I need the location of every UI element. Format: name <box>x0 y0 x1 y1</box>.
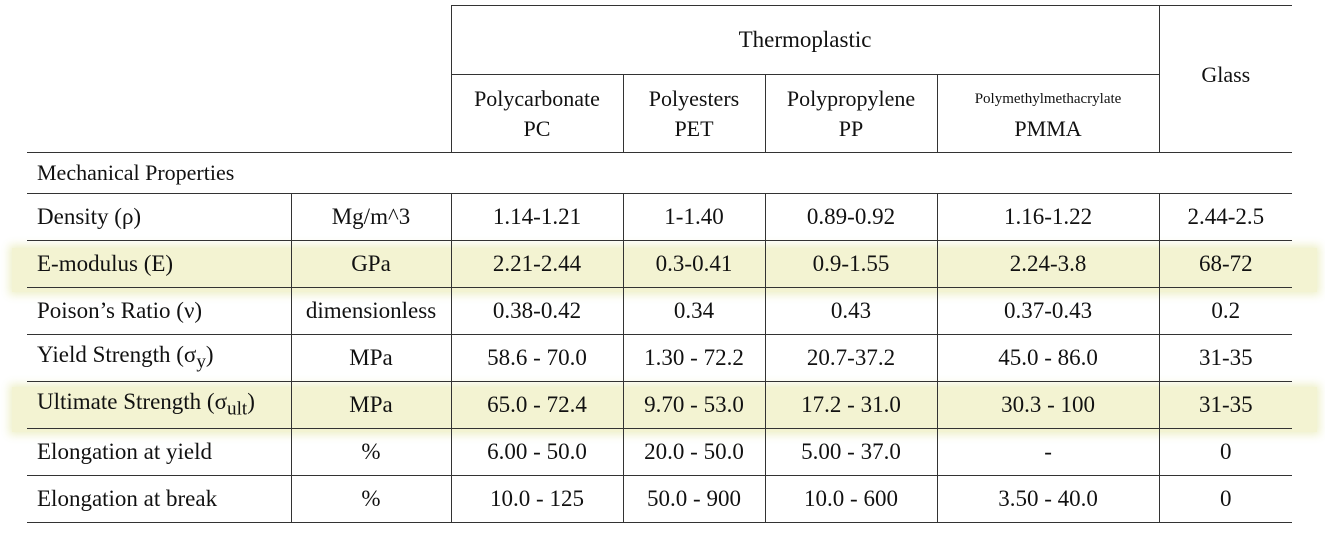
table-row: E-modulus (E) GPa 2.21-2.44 0.3-0.41 0.9… <box>27 240 1293 288</box>
property-close: ) <box>205 342 214 368</box>
property-subscript: ult <box>226 398 248 420</box>
material-header-pet: Polyesters PET <box>622 74 765 153</box>
material-abbr: PET <box>674 115 714 141</box>
material-name: Polypropylene <box>786 85 916 111</box>
value-cell: 17.2 - 31.0 <box>764 381 937 429</box>
value-cell: 2.21-2.44 <box>450 240 623 288</box>
table-row: Elongation at break % 10.0 - 125 50.0 - … <box>27 475 1293 523</box>
property-label: Poison’s Ratio (ν) <box>27 287 291 335</box>
material-header-pp: Polypropylene PP <box>764 74 937 153</box>
property-text: Yield Strength (σ <box>37 342 197 368</box>
value-cell: 58.6 - 70.0 <box>450 334 623 382</box>
value-cell: 5.00 - 37.0 <box>764 428 937 476</box>
value-cell: 31-35 <box>1158 334 1293 382</box>
value-cell: 6.00 - 50.0 <box>450 428 623 476</box>
header-corner-unit <box>291 6 451 75</box>
value-cell: 0.38-0.42 <box>450 287 623 335</box>
value-cell: 1.14-1.21 <box>450 193 623 241</box>
value-cell: 65.0 - 72.4 <box>450 381 623 429</box>
material-abbr: PC <box>523 115 551 141</box>
value-cell: 0.37-0.43 <box>936 287 1160 335</box>
material-abbr: PMMA <box>1014 115 1082 141</box>
value-cell: 0 <box>1158 428 1293 476</box>
value-cell: 45.0 - 86.0 <box>936 334 1160 382</box>
section-title: Mechanical Properties <box>27 152 1293 194</box>
header-blank-unit <box>291 74 451 153</box>
table-row: Ultimate Strength (σult) MPa 65.0 - 72.4… <box>27 381 1293 429</box>
value-cell: 0 <box>1158 475 1293 523</box>
header-corner <box>27 6 291 75</box>
table-row: Yield Strength (σy) MPa 58.6 - 70.0 1.30… <box>27 334 1293 382</box>
value-cell: - <box>936 428 1160 476</box>
material-header-pmma: Polymethylmethacrylate PMMA <box>936 74 1160 153</box>
unit-cell: % <box>290 475 451 523</box>
value-cell: 0.43 <box>764 287 937 335</box>
value-cell: 50.0 - 900 <box>622 475 765 523</box>
value-cell: 0.2 <box>1158 287 1293 335</box>
unit-cell: dimensionless <box>290 287 451 335</box>
table-row: Density (ρ) Mg/m^3 1.14-1.21 1-1.40 0.89… <box>27 193 1293 241</box>
header-blank <box>27 74 291 153</box>
value-cell: 0.3-0.41 <box>622 240 765 288</box>
property-label: E-modulus (E) <box>27 240 291 288</box>
value-cell: 2.24-3.8 <box>936 240 1160 288</box>
material-name: Polyesters <box>648 85 740 111</box>
value-cell: 68-72 <box>1158 240 1293 288</box>
value-cell: 1.16-1.22 <box>936 193 1160 241</box>
unit-cell: GPa <box>290 240 451 288</box>
value-cell: 20.7-37.2 <box>764 334 937 382</box>
unit-cell: MPa <box>290 381 451 429</box>
glass-header: Glass <box>1158 5 1293 153</box>
property-label: Elongation at break <box>27 475 291 523</box>
value-cell: 10.0 - 600 <box>764 475 937 523</box>
material-abbr: PP <box>838 115 864 141</box>
property-label: Elongation at yield <box>27 428 291 476</box>
value-cell: 20.0 - 50.0 <box>622 428 765 476</box>
value-cell: 0.34 <box>622 287 765 335</box>
value-cell: 2.44-2.5 <box>1158 193 1293 241</box>
value-cell: 30.3 - 100 <box>936 381 1160 429</box>
property-label: Density (ρ) <box>27 193 291 241</box>
value-cell: 0.9-1.55 <box>764 240 937 288</box>
value-cell: 3.50 - 40.0 <box>936 475 1160 523</box>
unit-cell: % <box>290 428 451 476</box>
material-header-pc: Polycarbonate PC <box>450 74 623 153</box>
property-label: Yield Strength (σy) <box>27 334 291 382</box>
value-cell: 31-35 <box>1158 381 1293 429</box>
table-row: Poison’s Ratio (ν) dimensionless 0.38-0.… <box>27 287 1293 335</box>
property-label: Ultimate Strength (σult) <box>27 381 291 429</box>
material-name: Polymethylmethacrylate <box>974 90 1122 107</box>
property-close: ) <box>247 389 255 415</box>
value-cell: 1.30 - 72.2 <box>622 334 765 382</box>
value-cell: 1-1.40 <box>622 193 765 241</box>
material-properties-table: Thermoplastic Glass Polycarbonate PC Pol… <box>27 5 1293 523</box>
table-row: Elongation at yield % 6.00 - 50.0 20.0 -… <box>27 428 1293 476</box>
material-name: Polycarbonate <box>474 85 600 111</box>
thermoplastic-group-header: Thermoplastic <box>450 5 1160 75</box>
value-cell: 10.0 - 125 <box>450 475 623 523</box>
property-text: Ultimate Strength (σ <box>37 389 227 415</box>
property-subscript: y <box>196 351 206 373</box>
unit-cell: MPa <box>290 334 451 382</box>
value-cell: 0.89-0.92 <box>764 193 937 241</box>
value-cell: 9.70 - 53.0 <box>622 381 765 429</box>
unit-cell: Mg/m^3 <box>290 193 451 241</box>
